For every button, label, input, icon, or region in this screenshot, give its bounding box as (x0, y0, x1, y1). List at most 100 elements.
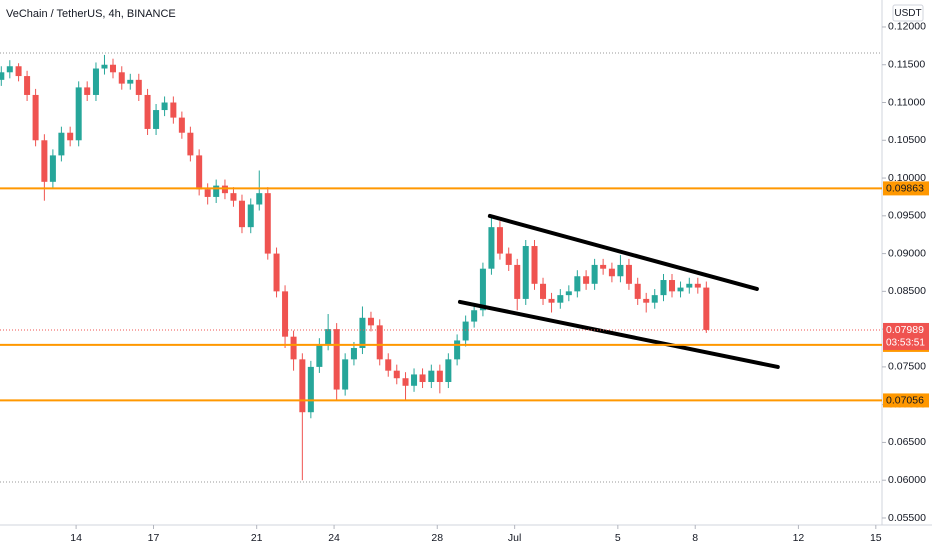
candle-body (686, 283, 693, 288)
candle-body (84, 87, 91, 95)
candle-body (428, 370, 435, 383)
y-tick-label: 0.09500 (888, 210, 926, 222)
candle-body (307, 366, 314, 413)
candle-body (496, 227, 503, 254)
x-tick-label: 14 (70, 532, 82, 544)
candle-body (591, 264, 598, 284)
candle-body (290, 336, 297, 360)
candle-body (0, 72, 5, 80)
candle-body (505, 253, 512, 265)
candle-body (213, 185, 220, 197)
candle-body (135, 79, 142, 95)
candle-body (144, 94, 151, 129)
candle-body (92, 68, 99, 95)
candle-body (419, 374, 426, 383)
candle-body (557, 295, 564, 303)
x-tick-label: 8 (692, 532, 698, 544)
candle-body (196, 155, 203, 190)
candle-body (24, 76, 31, 95)
candle-body (118, 72, 125, 84)
y-tick-label: 0.05500 (888, 512, 926, 524)
trendline (487, 213, 759, 291)
x-tick-label: 24 (328, 532, 340, 544)
x-tick-label: 28 (431, 532, 443, 544)
candle-body (454, 340, 461, 360)
candle-body (41, 140, 48, 182)
candle-body (367, 317, 374, 326)
candle-body (256, 193, 263, 205)
candle-body (531, 246, 538, 284)
candle-body (583, 276, 590, 284)
level-label: 0.07056 (886, 395, 924, 407)
candle-body (479, 268, 486, 311)
currency-box[interactable] (892, 4, 924, 22)
candle-body (600, 264, 607, 269)
candle-body (488, 227, 495, 269)
candle-body (471, 310, 478, 322)
candle-body (677, 287, 684, 292)
candle-body (247, 204, 254, 228)
candle-body (153, 110, 160, 129)
candle-body (522, 246, 529, 299)
candle-body (101, 64, 108, 69)
x-tick-label: 21 (251, 532, 263, 544)
y-tick-label: 0.11500 (888, 59, 925, 71)
y-tick-label: 0.09000 (888, 247, 926, 259)
candle-body (127, 79, 134, 84)
candle-body (32, 94, 39, 141)
candle-body (548, 298, 555, 303)
candle-body (230, 193, 237, 201)
candle-body (264, 193, 271, 254)
candle-body (574, 276, 581, 292)
candle-body (316, 344, 323, 367)
countdown: 03:53:51 (886, 338, 925, 349)
candle-body (651, 295, 658, 303)
candle-body (445, 359, 452, 383)
candle-body (170, 102, 177, 118)
level-label-box (883, 181, 929, 196)
candle-body (299, 359, 306, 413)
candle-body (669, 280, 676, 292)
candle-body (617, 264, 624, 277)
candle-body (540, 283, 547, 299)
candle-body (49, 155, 56, 182)
candle-body (703, 287, 710, 330)
last-price-box (883, 322, 929, 350)
candle-body (462, 321, 469, 341)
candle-body (273, 253, 280, 292)
candle-body (359, 317, 366, 349)
candle-body (385, 359, 392, 371)
candle-body (643, 298, 650, 303)
y-tick-label: 0.06500 (888, 436, 926, 448)
candle-body (608, 268, 615, 277)
candle-body (75, 87, 82, 141)
candle-body (178, 117, 185, 133)
y-tick-label: 0.10500 (888, 134, 926, 146)
x-tick-label: 12 (793, 532, 805, 544)
y-tick-label: 0.11000 (888, 96, 925, 108)
x-tick-label: 5 (615, 532, 621, 544)
candle-body (342, 359, 349, 390)
candle-body (15, 66, 22, 77)
candle-body (238, 200, 245, 228)
candle-body (350, 348, 357, 360)
candle-body (436, 370, 443, 383)
x-tick-label: 17 (148, 532, 160, 544)
trendline (457, 299, 780, 369)
candle-body (187, 132, 194, 156)
candle-body (161, 102, 168, 111)
candle-body (565, 291, 572, 296)
y-tick-label: 0.06000 (888, 474, 926, 486)
candle-body (376, 325, 383, 360)
currency[interactable]: USDT (894, 8, 921, 19)
last-price-label: 0.07989 (886, 324, 924, 336)
candle-body (411, 374, 418, 386)
y-tick-label: 0.07500 (888, 361, 926, 373)
candle-body (333, 329, 340, 390)
candle-body (325, 329, 332, 345)
candle-body (67, 132, 74, 141)
candle-body (514, 264, 521, 299)
candle-body (393, 370, 400, 379)
candle-body (634, 283, 641, 299)
